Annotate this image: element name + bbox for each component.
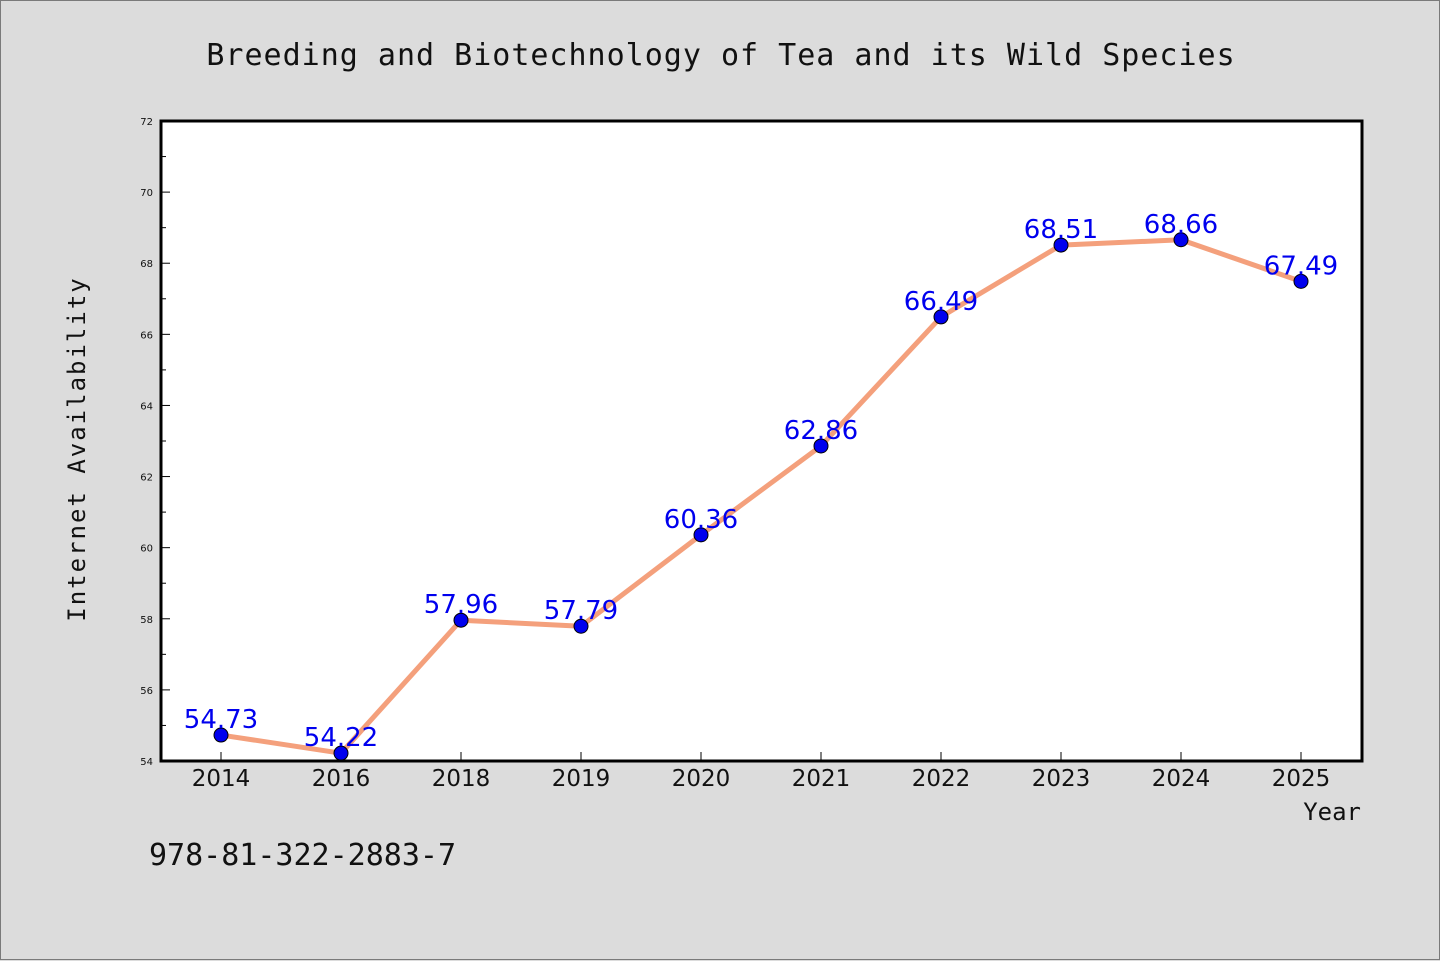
data-point	[573, 618, 589, 634]
x-tick-label: 2019	[552, 766, 611, 792]
x-tick-label: 2020	[672, 766, 731, 792]
x-tick-label: 2016	[312, 766, 371, 792]
chart-title: Breeding and Biotechnology of Tea and it…	[206, 38, 1235, 73]
y-tick-label: 68	[140, 259, 153, 270]
data-label: 57.79	[544, 596, 618, 626]
data-label: 67.49	[1264, 251, 1338, 281]
data-label: 60.36	[664, 505, 738, 535]
y-tick-label: 62	[140, 473, 153, 484]
isbn-text: 978-81-322-2883-7	[149, 838, 456, 873]
series-line-layer	[220, 237, 1302, 756]
x-tick-label: 2025	[1272, 766, 1331, 792]
series-line	[220, 237, 1302, 756]
y-tick-label: 64	[140, 401, 153, 412]
y-tick-label: 54	[140, 757, 153, 768]
data-label: 54.22	[304, 723, 378, 753]
series-marker-layer	[213, 232, 1309, 761]
data-point	[1173, 232, 1189, 248]
y-tick-label: 58	[140, 615, 153, 626]
y-tick-label: 56	[140, 686, 153, 697]
data-label: 62.86	[784, 416, 858, 446]
x-tick-label: 2014	[192, 766, 251, 792]
x-tick-label: 2023	[1032, 766, 1091, 792]
data-label-layer: 54.73 54.22 57.96 57.79 60.36 62.86 66.49 68.51…	[184, 210, 1338, 753]
data-point	[813, 438, 829, 454]
data-point	[1293, 273, 1309, 289]
axis-ticks: 54 56 58 60 62 64 66 68 70 72 2014 2016 2018 2019 2020…	[140, 117, 1330, 792]
y-tick-label: 60	[140, 544, 153, 555]
plot-area	[161, 121, 1362, 761]
data-point	[1053, 237, 1069, 253]
x-tick-label: 2024	[1152, 766, 1211, 792]
data-label: 68.51	[1024, 215, 1098, 245]
y-tick-label: 72	[140, 117, 153, 128]
y-tick-label: 70	[140, 188, 153, 199]
data-point	[213, 727, 229, 743]
data-label: 57.96	[424, 590, 498, 620]
plot-border	[159, 119, 1364, 763]
x-axis-label: Year	[1303, 798, 1361, 826]
data-point	[933, 309, 949, 325]
data-point	[453, 612, 469, 628]
x-tick-label: 2018	[432, 766, 491, 792]
data-label: 68.66	[1144, 210, 1218, 240]
data-point	[693, 527, 709, 543]
x-tick-label: 2021	[792, 766, 851, 792]
y-axis-label: Internet Availability	[63, 276, 91, 621]
y-tick-label: 66	[140, 330, 153, 341]
data-label: 54.73	[184, 705, 258, 735]
x-tick-label: 2022	[912, 766, 971, 792]
data-label: 66.49	[904, 287, 978, 317]
